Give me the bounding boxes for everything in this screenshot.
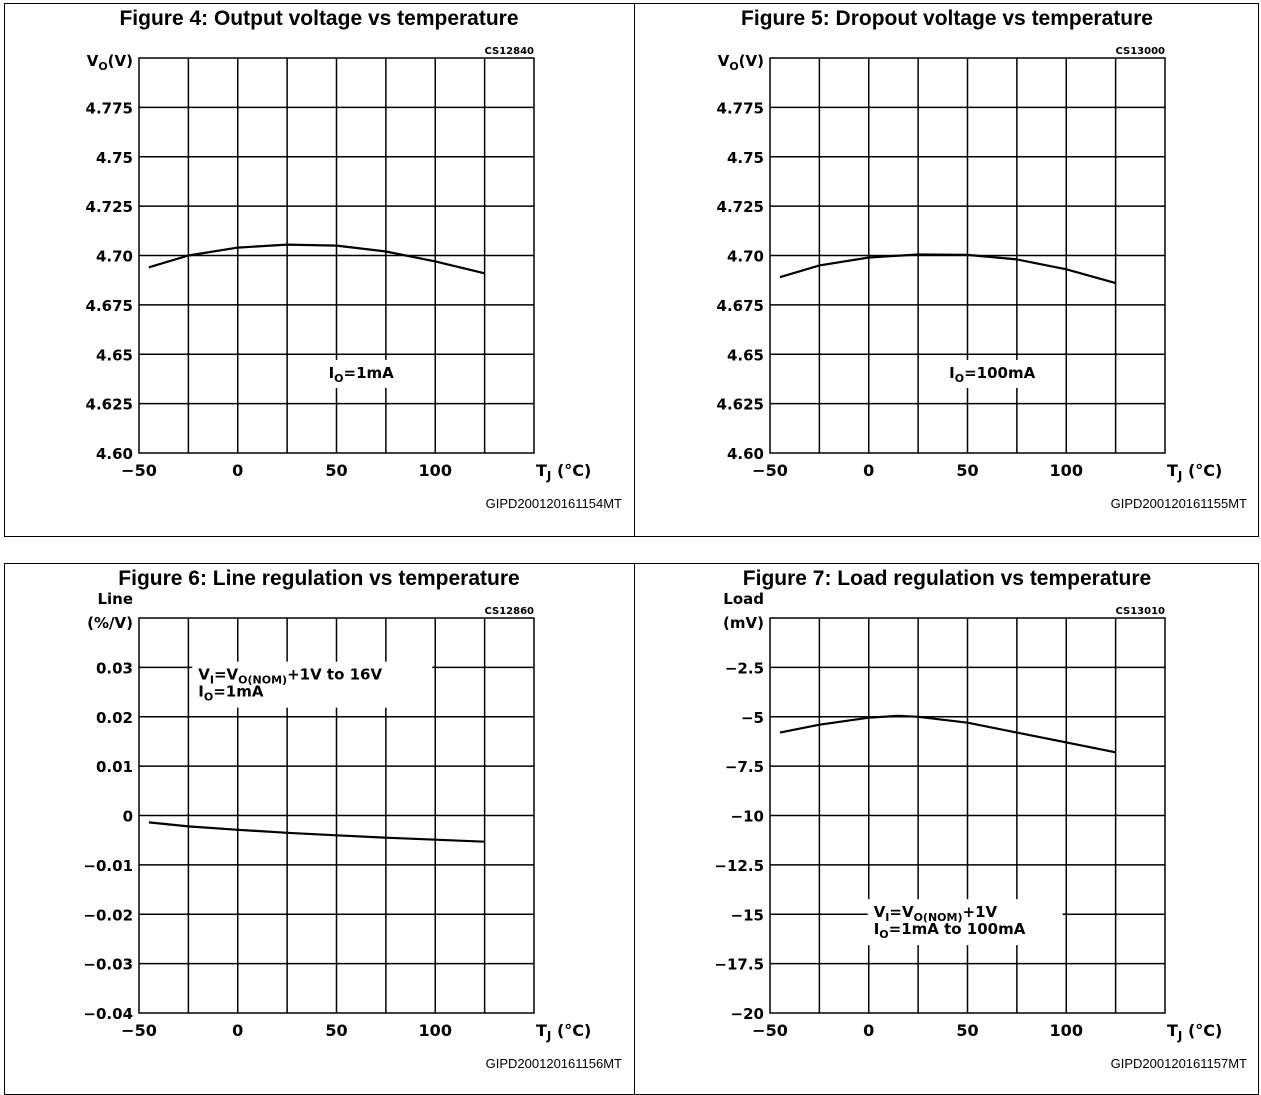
plot-border bbox=[769, 617, 1166, 1014]
x-tick-label: 50 bbox=[325, 1021, 347, 1040]
y-tick-label: −12.5 bbox=[714, 857, 764, 875]
series-line bbox=[148, 243, 485, 275]
y-tick-label: −0.01 bbox=[83, 857, 133, 875]
y-tick-label: 4.60 bbox=[96, 445, 133, 463]
y-tick-label: 0.01 bbox=[96, 758, 133, 776]
annotation-background bbox=[867, 899, 1063, 946]
figure-footer-code: GIPD200120161156MT bbox=[486, 1056, 622, 1071]
x-tick-label: −50 bbox=[121, 1021, 157, 1040]
plot-border bbox=[138, 57, 535, 454]
x-axis-label: TJ​ (°C) bbox=[536, 461, 591, 483]
y-tick-label: 4.75 bbox=[96, 149, 133, 167]
annotation-background bbox=[939, 360, 1045, 388]
x-tick-label: 50 bbox=[956, 1021, 978, 1040]
x-tick-label: 100 bbox=[419, 461, 452, 480]
figure-7-chart: −20 −17.5 −15 −12.5 −10 −7.5 −5 −2.5 −50 0 50 100 TJ… bbox=[714, 590, 1247, 1071]
y-tick-label: −5 bbox=[741, 709, 764, 727]
plot-border bbox=[769, 57, 1166, 454]
y-tick-label: −20 bbox=[731, 1005, 764, 1023]
y-axis-label: Line bbox=[97, 590, 133, 608]
series-line bbox=[779, 714, 1116, 754]
figure-4-title: Figure 4: Output voltage vs temperature bbox=[119, 7, 519, 30]
y-axis-label: Load bbox=[723, 590, 764, 608]
y-tick-label: 4.70 bbox=[96, 248, 133, 266]
x-tick-label: 50 bbox=[325, 461, 347, 480]
x-tick-label: −50 bbox=[752, 461, 788, 480]
y-tick-label: −0.02 bbox=[83, 906, 133, 924]
x-tick-label: −50 bbox=[752, 1021, 788, 1040]
y-axis-label: (%/V) bbox=[87, 614, 133, 632]
y-tick-label: 4.775 bbox=[86, 99, 133, 117]
figure-5-title: Figure 5: Dropout voltage vs temperature bbox=[741, 7, 1153, 30]
y-tick-label: 4.725 bbox=[717, 198, 764, 216]
y-tick-label: 4.675 bbox=[717, 297, 764, 315]
annotation-background bbox=[192, 661, 433, 708]
y-tick-label: 0.03 bbox=[96, 659, 133, 677]
x-axis-label: TJ​ (°C) bbox=[536, 1021, 591, 1043]
chart-code-label: CS12860 bbox=[484, 606, 534, 617]
series-line bbox=[148, 821, 485, 843]
y-tick-label: −0.04 bbox=[83, 1005, 133, 1023]
figure-6-chart: −0.04 −0.03 −0.02 −0.01 0 0.01 0.02 0.03 −50 0 50 1… bbox=[83, 590, 622, 1071]
x-axis-label: TJ​ (°C) bbox=[1167, 1021, 1222, 1043]
x-tick-label: 100 bbox=[1050, 461, 1083, 480]
annotation-text: IO​=1mA to 100mA bbox=[874, 920, 1026, 941]
y-tick-label: 4.725 bbox=[86, 198, 133, 216]
y-tick-label: −10 bbox=[731, 808, 764, 826]
y-axis-label: (mV) bbox=[723, 614, 764, 632]
x-tick-label: 100 bbox=[1050, 1021, 1083, 1040]
y-tick-label: 4.675 bbox=[86, 297, 133, 315]
figure-5-chart: 4.60 4.625 4.65 4.675 4.70 4.725 4.75 4.775 −50 0… bbox=[717, 46, 1248, 511]
figure-7-panel: Figure 7: Load regulation vs temperature… bbox=[635, 563, 1259, 1095]
y-tick-label: 0 bbox=[123, 808, 133, 826]
x-tick-label: 50 bbox=[956, 461, 978, 480]
y-tick-label: −2.5 bbox=[725, 659, 764, 677]
x-axis-label: TJ​ (°C) bbox=[1167, 461, 1222, 483]
y-tick-label: −0.03 bbox=[83, 956, 133, 974]
y-axis-label: VO​(V) bbox=[718, 52, 764, 73]
chart-code-label: CS12840 bbox=[484, 46, 534, 57]
chart-code-label: CS13010 bbox=[1115, 606, 1165, 617]
x-tick-label: 0 bbox=[232, 1021, 243, 1040]
bottom-divider bbox=[634, 563, 635, 1095]
x-tick-label: 0 bbox=[863, 461, 874, 480]
figure-6-title: Figure 6: Line regulation vs temperature bbox=[118, 567, 520, 590]
y-tick-label: 4.60 bbox=[727, 445, 764, 463]
annotation-text: IO​=100mA bbox=[949, 364, 1035, 385]
annotation-text: VI​=VO(NOM)​+1V bbox=[874, 903, 998, 924]
figure-footer-code: GIPD200120161155MT bbox=[1111, 496, 1247, 511]
plot-border bbox=[138, 617, 535, 1014]
y-tick-label: −15 bbox=[731, 906, 764, 924]
y-tick-label: 4.70 bbox=[727, 248, 764, 266]
figure-5-panel: Figure 5: Dropout voltage vs temperature… bbox=[635, 3, 1259, 537]
y-tick-label: −17.5 bbox=[714, 956, 764, 974]
y-tick-label: 4.625 bbox=[717, 396, 764, 414]
figure-4-panel: Figure 4: Output voltage vs temperature … bbox=[4, 3, 634, 537]
y-tick-label: 4.775 bbox=[717, 99, 764, 117]
y-tick-label: 4.65 bbox=[727, 346, 764, 364]
figure-footer-code: GIPD200120161154MT bbox=[486, 496, 622, 511]
annotation-text: IO​=1mA bbox=[198, 683, 264, 704]
annotation-text: IO​=1mA bbox=[329, 364, 395, 385]
figure-7-title: Figure 7: Load regulation vs temperature bbox=[742, 567, 1152, 590]
x-tick-label: 100 bbox=[419, 1021, 452, 1040]
y-tick-label: 4.65 bbox=[96, 346, 133, 364]
y-tick-label: 0.02 bbox=[96, 709, 133, 727]
top-frame bbox=[4, 3, 1259, 537]
chart-code-label: CS13000 bbox=[1115, 46, 1165, 57]
figure-6-panel: Figure 6: Line regulation vs temperature… bbox=[4, 563, 634, 1095]
figure-footer-code: GIPD200120161157MT bbox=[1111, 1056, 1247, 1071]
x-tick-label: 0 bbox=[232, 461, 243, 480]
y-axis-label: VO​(V) bbox=[87, 52, 133, 73]
series-line bbox=[779, 253, 1116, 285]
y-tick-label: −7.5 bbox=[725, 758, 764, 776]
top-divider bbox=[634, 3, 635, 537]
annotation-text: VI​=VO(NOM)​+1V to 16V bbox=[198, 666, 382, 687]
x-tick-label: −50 bbox=[121, 461, 157, 480]
y-tick-label: 4.625 bbox=[86, 396, 133, 414]
figure-4-chart: 4.60 4.625 4.65 4.675 4.70 4.725 4.75 4.775 −50 0… bbox=[86, 46, 623, 511]
y-tick-label: 4.75 bbox=[727, 149, 764, 167]
x-tick-label: 0 bbox=[863, 1021, 874, 1040]
annotation-background bbox=[325, 360, 398, 388]
